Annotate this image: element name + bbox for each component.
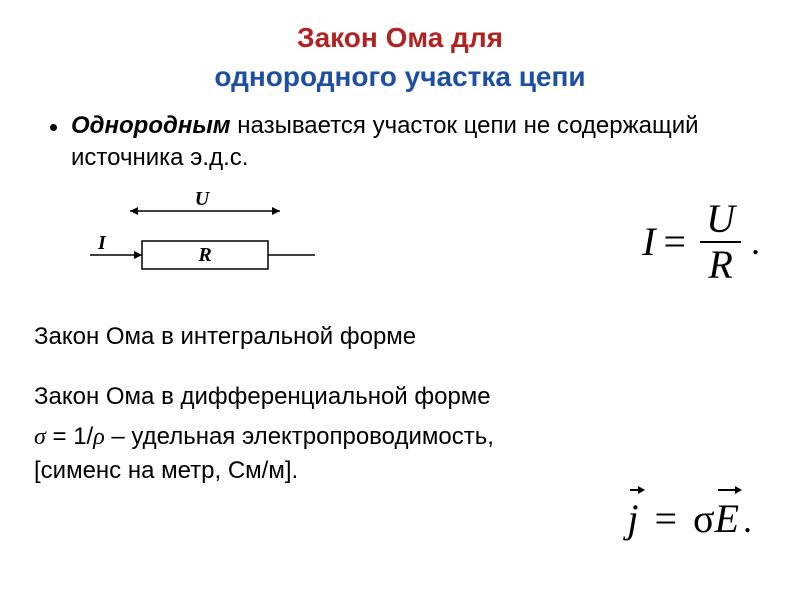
- j-sigma: σ: [693, 496, 715, 541]
- j-formula: j = σE.: [627, 495, 752, 542]
- diagram-label-i: I: [97, 232, 107, 254]
- bottom-block: σ = 1/ρ – удельная электропроводимость, …: [0, 420, 800, 488]
- sigma-eq: = 1/: [46, 423, 93, 450]
- j-period: .: [743, 500, 752, 540]
- diagram-label-u: U: [195, 188, 211, 210]
- title-line-2: однородного участка цепи: [0, 57, 800, 96]
- rho-symbol: ρ: [93, 424, 105, 450]
- title-line-1: Закон Ома для: [0, 18, 800, 57]
- ohm-fraction: U R: [700, 197, 741, 287]
- j-lhs: j: [627, 496, 638, 541]
- integral-form-line: Закон Ома в интегральной форме: [34, 321, 800, 353]
- circuit-diagram: U I R: [80, 187, 320, 297]
- sigma-symbol: σ: [34, 424, 46, 450]
- definition-bold-word: Однородным: [71, 112, 231, 139]
- definition-text: Однородным называется участок цепи не со…: [71, 110, 731, 172]
- bullet-dot-icon: [50, 124, 57, 131]
- diagram-label-r: R: [197, 244, 211, 266]
- sigma-definition: σ = 1/ρ – удельная электропроводимость, …: [34, 420, 514, 488]
- differential-form-line: Закон Ома в дифференциальной форме: [34, 381, 800, 413]
- ohm-period: .: [751, 221, 760, 263]
- j-equals: =: [654, 496, 677, 541]
- ohm-denominator: R: [702, 243, 738, 287]
- ohm-numerator: U: [700, 197, 741, 241]
- e-vector: E: [715, 495, 739, 542]
- title-block: Закон Ома для однородного участка цепи: [0, 0, 800, 96]
- definition-bullet: Однородным называется участок цепи не со…: [50, 110, 800, 172]
- ohm-formula: I = U R .: [642, 197, 760, 287]
- j-rhs: E: [715, 496, 739, 541]
- ohm-equals: =: [664, 218, 687, 265]
- ohm-lhs: I: [642, 218, 655, 265]
- j-vector: j: [627, 495, 638, 542]
- diagram-formula-row: U I R I = U R .: [80, 187, 760, 297]
